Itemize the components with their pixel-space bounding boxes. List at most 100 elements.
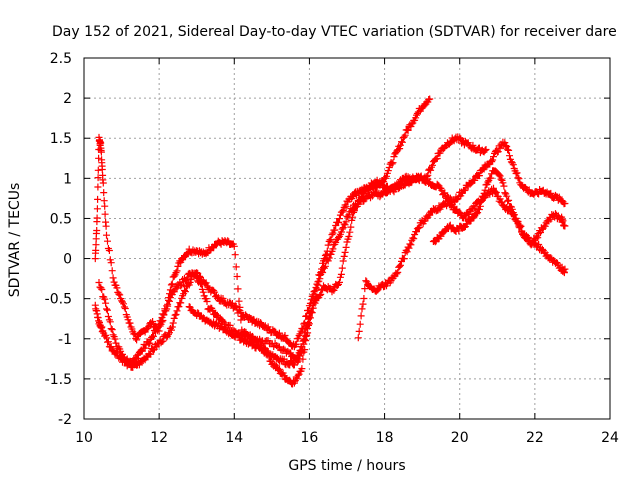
data-point bbox=[111, 335, 119, 343]
data-point bbox=[502, 142, 510, 150]
data-point bbox=[170, 314, 178, 322]
data-point bbox=[433, 155, 441, 162]
data-point bbox=[220, 319, 228, 327]
data-point bbox=[437, 232, 445, 240]
data-point bbox=[561, 265, 569, 273]
data-point bbox=[288, 357, 296, 365]
data-point bbox=[231, 251, 239, 259]
data-point bbox=[515, 175, 523, 183]
data-point bbox=[160, 311, 168, 319]
data-point bbox=[94, 174, 102, 182]
data-point bbox=[403, 248, 411, 256]
data-point bbox=[121, 305, 129, 312]
data-point bbox=[119, 298, 126, 306]
data-point bbox=[294, 371, 302, 379]
data-point bbox=[193, 269, 201, 277]
data-point bbox=[92, 241, 100, 249]
data-point bbox=[120, 300, 127, 308]
data-point bbox=[492, 189, 500, 196]
data-point bbox=[280, 345, 288, 353]
data-point bbox=[509, 161, 517, 169]
data-point bbox=[383, 172, 390, 180]
data-point bbox=[505, 146, 513, 154]
data-point bbox=[133, 355, 141, 362]
data-point bbox=[292, 340, 300, 348]
data-point bbox=[177, 282, 185, 290]
x-tick-label: 22 bbox=[526, 430, 544, 446]
data-point bbox=[512, 214, 520, 222]
data-point bbox=[342, 203, 350, 211]
data-point bbox=[393, 270, 401, 278]
data-point bbox=[481, 146, 489, 154]
x-tick-label: 24 bbox=[601, 430, 619, 446]
data-point bbox=[471, 176, 479, 184]
data-point bbox=[489, 156, 497, 164]
series-track-d bbox=[185, 303, 313, 369]
data-point bbox=[407, 241, 415, 249]
data-point bbox=[182, 276, 190, 284]
data-point bbox=[305, 313, 313, 321]
data-point bbox=[147, 350, 155, 358]
data-point bbox=[342, 218, 350, 226]
data-point bbox=[101, 295, 109, 303]
data-point bbox=[202, 279, 210, 287]
x-tick-label: 16 bbox=[301, 430, 319, 446]
data-point bbox=[444, 196, 452, 204]
data-point bbox=[183, 274, 191, 282]
data-point bbox=[410, 235, 418, 243]
series-track-f bbox=[429, 167, 569, 249]
data-point bbox=[504, 197, 512, 205]
data-point bbox=[497, 175, 505, 183]
data-point bbox=[197, 273, 204, 281]
data-point bbox=[102, 299, 110, 307]
data-point bbox=[328, 231, 336, 239]
data-point bbox=[506, 152, 513, 160]
data-point bbox=[329, 245, 337, 253]
data-point bbox=[318, 265, 326, 273]
data-point bbox=[480, 189, 488, 197]
y-tick-label: 0 bbox=[63, 252, 72, 268]
data-point bbox=[479, 193, 487, 201]
data-point bbox=[337, 270, 345, 278]
data-point bbox=[357, 312, 365, 320]
data-point bbox=[360, 295, 368, 302]
data-point bbox=[504, 146, 512, 154]
data-point bbox=[199, 288, 207, 296]
data-point bbox=[181, 288, 189, 296]
data-point bbox=[104, 313, 112, 320]
data-point bbox=[490, 153, 497, 161]
data-point bbox=[342, 243, 350, 251]
data-point bbox=[503, 192, 511, 200]
data-point bbox=[154, 322, 162, 330]
data-point bbox=[211, 288, 219, 296]
data-point bbox=[103, 305, 110, 313]
x-tick-label: 10 bbox=[75, 430, 93, 446]
data-point bbox=[308, 292, 316, 300]
data-point bbox=[358, 305, 366, 313]
data-point bbox=[171, 311, 179, 319]
data-point bbox=[128, 360, 136, 368]
data-point bbox=[102, 222, 110, 230]
data-point bbox=[487, 174, 495, 182]
data-point bbox=[275, 329, 283, 337]
y-tick-label: 0.5 bbox=[50, 211, 72, 227]
data-point bbox=[159, 337, 167, 345]
data-point bbox=[104, 306, 111, 314]
x-tick-label: 18 bbox=[376, 430, 394, 446]
y-tick-label: 1 bbox=[63, 171, 72, 187]
data-point bbox=[157, 317, 165, 325]
data-point bbox=[115, 290, 123, 298]
data-point bbox=[95, 279, 103, 286]
data-point bbox=[311, 287, 319, 295]
data-point bbox=[181, 287, 188, 294]
data-point bbox=[232, 302, 240, 310]
data-point bbox=[317, 269, 325, 276]
data-point bbox=[384, 167, 392, 175]
y-tick-label: -1 bbox=[58, 332, 72, 348]
data-point bbox=[133, 336, 141, 344]
data-point bbox=[400, 133, 408, 141]
data-point bbox=[302, 325, 310, 332]
data-point bbox=[406, 240, 414, 248]
x-tick-label: 14 bbox=[225, 430, 243, 446]
